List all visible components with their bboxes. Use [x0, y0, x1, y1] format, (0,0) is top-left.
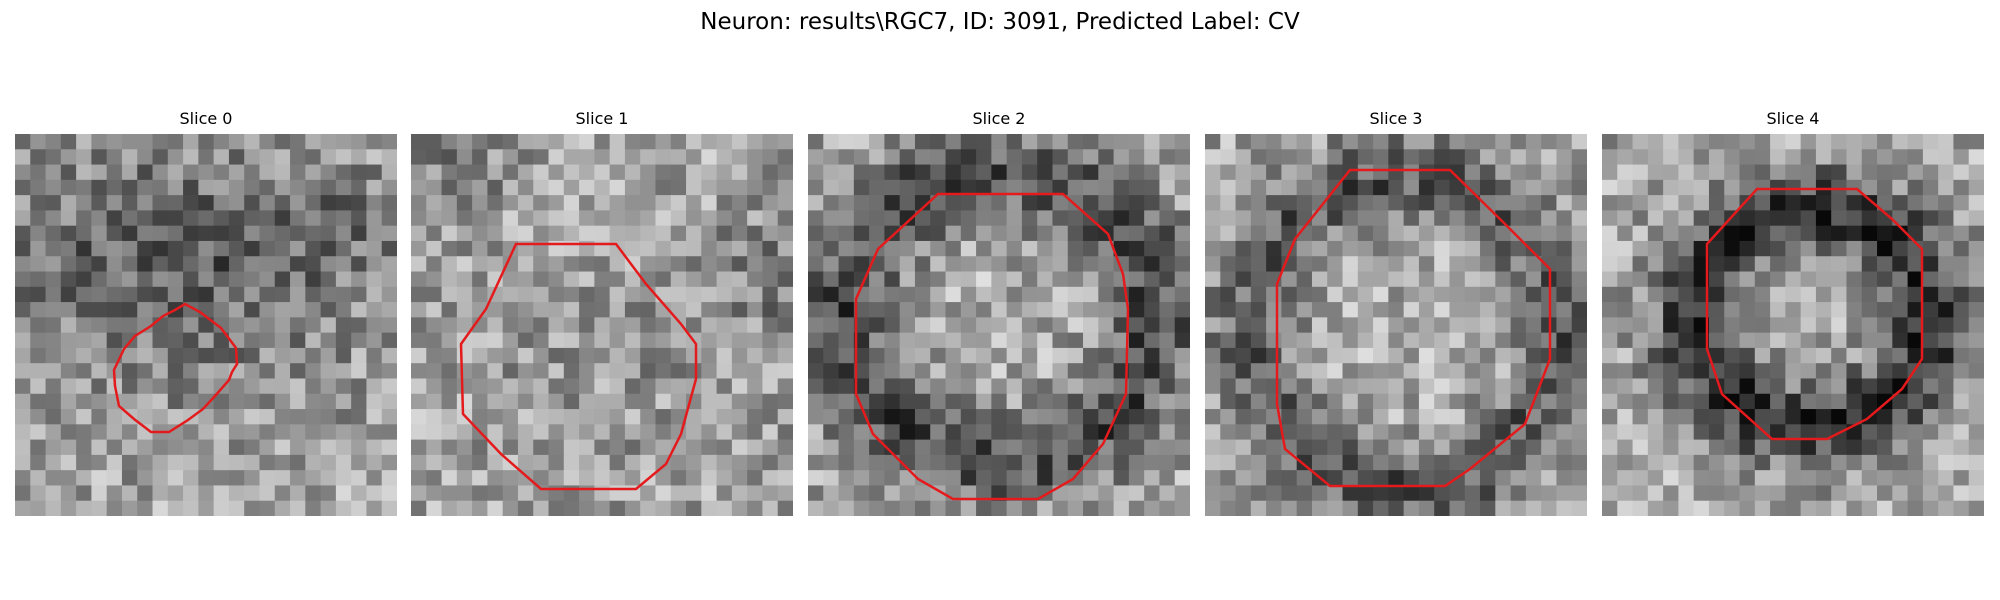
figure-title: Neuron: results\RGC7, ID: 3091, Predicte… [700, 9, 1300, 35]
segmentation-contour [112, 302, 239, 434]
slice-pixels [411, 134, 793, 516]
slice-title-3: Slice 3 [1369, 109, 1423, 128]
slice-image-1 [411, 134, 793, 516]
slice-pixels [1205, 134, 1587, 516]
slice-image-3 [1205, 134, 1587, 516]
segmentation-contour [1705, 187, 1924, 441]
slice-title-2: Slice 2 [972, 109, 1026, 128]
slice-pixels [1602, 134, 1984, 516]
segmentation-contour [854, 192, 1130, 501]
slice-title-4: Slice 4 [1766, 109, 1820, 128]
slice-image-4 [1602, 134, 1984, 516]
slice-pixels [15, 134, 397, 516]
slice-title-1: Slice 1 [575, 109, 629, 128]
slice-title-0: Slice 0 [179, 109, 233, 128]
segmentation-contour [1275, 168, 1552, 488]
segmentation-contour [459, 242, 698, 491]
slice-image-0 [15, 134, 397, 516]
slice-pixels [808, 134, 1190, 516]
slice-image-2 [808, 134, 1190, 516]
